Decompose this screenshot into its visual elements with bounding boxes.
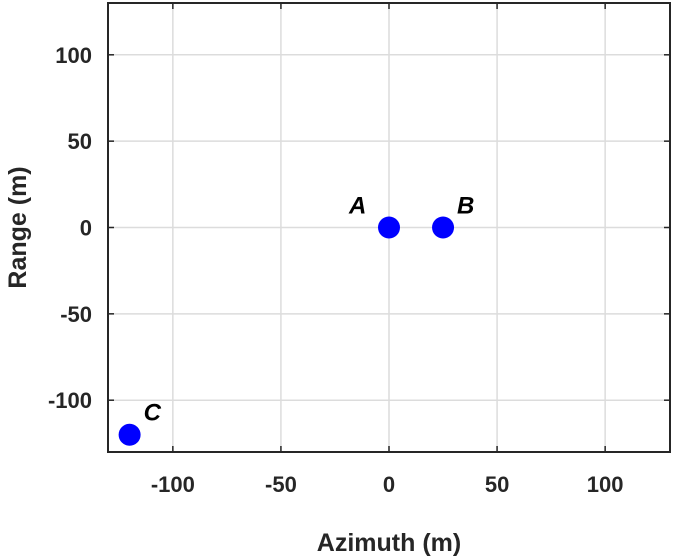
point-label-c: C	[144, 400, 162, 427]
data-points: A B C	[118, 193, 474, 446]
axis-ticks: -100 -50 0 50 100 -100 -50 0 50 100	[48, 3, 670, 497]
x-axis-label: Azimuth (m)	[317, 529, 461, 557]
grid-lines	[108, 3, 670, 452]
x-tick-label: 0	[383, 472, 395, 497]
data-point-c	[118, 423, 141, 446]
data-point-a	[378, 216, 400, 239]
point-label-a: A	[348, 193, 366, 220]
y-tick-label: -50	[60, 302, 92, 327]
x-tick-label: 100	[587, 472, 624, 497]
x-tick-label: -50	[265, 472, 297, 497]
y-tick-label: 100	[55, 43, 92, 68]
x-tick-label: 50	[485, 472, 509, 497]
y-tick-label: 0	[80, 216, 92, 241]
y-axis-label: Range (m)	[4, 166, 32, 288]
x-tick-label: -100	[151, 472, 195, 497]
y-tick-label: 50	[68, 129, 92, 154]
point-label-b: B	[457, 193, 474, 220]
data-point-b	[432, 216, 455, 239]
y-tick-label: -100	[48, 388, 92, 413]
